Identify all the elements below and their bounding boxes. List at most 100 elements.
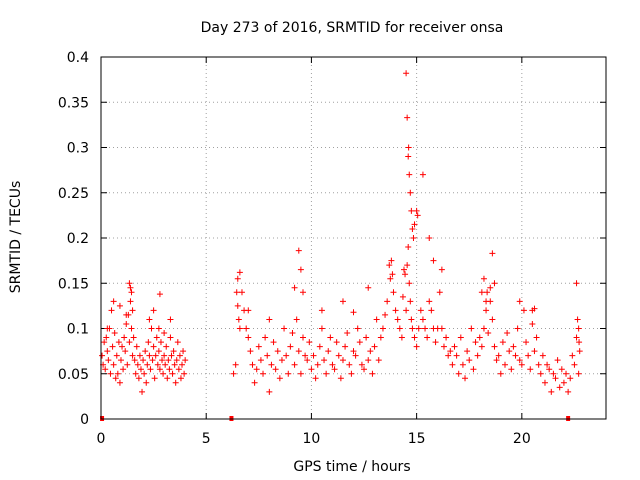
data-point xyxy=(110,298,117,305)
data-point xyxy=(411,221,418,228)
data-point xyxy=(438,325,445,332)
data-point xyxy=(573,280,580,287)
plot-frame xyxy=(100,56,607,420)
data-point xyxy=(405,244,412,251)
data-point xyxy=(266,316,273,323)
data-point xyxy=(531,305,538,312)
y-tick-label: 0.3 xyxy=(67,141,89,157)
data-point xyxy=(151,375,158,382)
data-point xyxy=(369,370,376,377)
data-point xyxy=(270,339,277,346)
data-point xyxy=(164,375,171,382)
data-point xyxy=(438,266,445,273)
data-point xyxy=(424,334,431,341)
data-point xyxy=(520,307,527,314)
data-point xyxy=(478,343,485,350)
data-point xyxy=(436,289,443,296)
data-point xyxy=(156,291,163,298)
data-point xyxy=(337,375,344,382)
y-tick-label: 0.2 xyxy=(67,231,89,247)
data-point xyxy=(179,361,186,368)
data-point xyxy=(287,343,294,350)
data-point xyxy=(101,339,108,346)
data-point xyxy=(285,370,292,377)
data-point xyxy=(144,361,151,368)
x-axis-tick-labels: 0 5 10 15 20 xyxy=(97,431,531,447)
data-point xyxy=(297,370,304,377)
data-point xyxy=(181,370,188,377)
data-point xyxy=(135,375,142,382)
data-point xyxy=(354,325,361,332)
data-point xyxy=(152,352,159,359)
data-point xyxy=(120,366,127,373)
data-point xyxy=(476,334,483,341)
data-point xyxy=(327,334,334,341)
data-point xyxy=(480,275,487,282)
data-point xyxy=(323,370,330,377)
data-point xyxy=(576,348,583,355)
data-point xyxy=(300,334,306,341)
data-point xyxy=(167,316,174,323)
data-point xyxy=(525,352,532,359)
data-point xyxy=(428,307,435,314)
data-point xyxy=(150,343,157,350)
data-point xyxy=(318,325,325,332)
data-point xyxy=(405,153,412,160)
data-point xyxy=(403,70,410,77)
data-point xyxy=(539,352,546,359)
data-point xyxy=(390,289,397,296)
data-point xyxy=(236,269,243,276)
data-point xyxy=(230,370,237,377)
data-point xyxy=(321,357,328,364)
data-point xyxy=(235,316,242,323)
data-point xyxy=(407,298,414,305)
data-point xyxy=(156,366,163,373)
data-series-onsa xyxy=(99,70,583,395)
data-point xyxy=(107,370,114,377)
y-tick-label: 0.25 xyxy=(58,186,89,202)
data-point xyxy=(245,334,252,341)
data-point xyxy=(129,307,136,314)
data-point xyxy=(162,361,169,368)
data-point xyxy=(123,311,130,318)
data-point xyxy=(410,235,417,241)
x-tick-label: 20 xyxy=(513,431,531,447)
data-point xyxy=(377,334,384,341)
data-point xyxy=(409,325,416,332)
data-point xyxy=(145,339,152,346)
data-point xyxy=(533,334,540,341)
data-point xyxy=(550,370,557,377)
data-point xyxy=(403,307,410,314)
data-point xyxy=(166,366,173,373)
data-point xyxy=(382,311,389,318)
data-point xyxy=(470,366,477,373)
data-point xyxy=(342,343,349,350)
data-point xyxy=(113,352,120,359)
data-point xyxy=(365,284,372,291)
y-tick-label: 0.1 xyxy=(67,322,89,338)
data-point xyxy=(139,388,146,395)
data-point xyxy=(262,334,269,341)
data-point xyxy=(103,334,110,341)
data-point xyxy=(527,366,534,373)
data-point xyxy=(243,325,250,332)
data-point xyxy=(128,289,135,296)
data-point xyxy=(163,343,170,350)
data-point xyxy=(558,366,565,373)
data-point xyxy=(497,370,504,377)
data-point xyxy=(169,370,176,377)
data-point xyxy=(535,361,542,368)
data-point xyxy=(339,357,346,364)
data-point xyxy=(499,339,506,346)
data-point xyxy=(150,307,157,314)
data-point xyxy=(128,325,135,332)
data-point xyxy=(573,334,580,341)
data-point xyxy=(514,325,521,332)
data-point xyxy=(493,357,500,364)
data-point xyxy=(489,250,496,257)
data-point xyxy=(304,357,311,364)
data-point xyxy=(295,247,302,254)
x-tick-label: 15 xyxy=(408,431,426,447)
data-point xyxy=(134,361,141,368)
